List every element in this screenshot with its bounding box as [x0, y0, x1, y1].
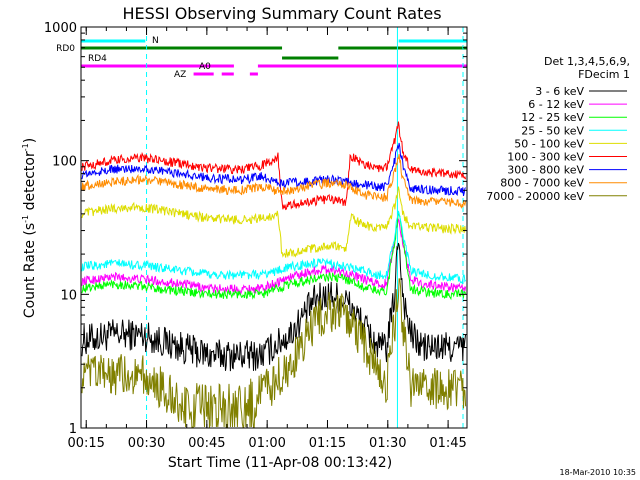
x-tick-label-2: 00:45 [188, 436, 225, 451]
legend-label-0: 3 - 6 keV [535, 85, 584, 98]
legend-label-5: 100 - 300 keV [507, 151, 584, 164]
plot-frame [80, 26, 468, 429]
legend-label-1: 6 - 12 keV [528, 98, 584, 111]
series-line-7 [81, 154, 467, 209]
series-group [81, 121, 467, 429]
y-tick-label-2: 100 [52, 155, 77, 170]
legend-label-8: 7000 - 20000 keV [486, 190, 584, 203]
series-line-1 [81, 217, 467, 295]
series-line-0 [81, 242, 467, 372]
x-tick-label-4: 01:15 [309, 436, 346, 451]
x-tick-label-6: 01:45 [429, 436, 466, 451]
flag-bar-rd4-magenta-1 [257, 64, 467, 68]
flag-label-rd4: RD4 [88, 54, 107, 64]
y-tick-label-3: 1000 [44, 21, 77, 36]
x-tick-label-1: 00:30 [128, 436, 165, 451]
x-axis-ticks: 00:15 00:30 00:45 01:00 01:15 01:30 01:45 [67, 27, 467, 451]
y-axis-ticks: 1 10 100 1000 [44, 21, 467, 437]
x-tick-label-5: 01:30 [369, 436, 406, 451]
flag-bar-rd0-green-0 [81, 46, 283, 50]
series-line-2 [81, 212, 467, 301]
flag-label-n: N [152, 36, 159, 46]
series-line-3 [81, 210, 467, 285]
legend-label-4: 50 - 100 keV [514, 137, 584, 150]
flag-bars: N RD0 RD4 A0 AZ [56, 36, 467, 80]
legend-label-6: 300 - 800 keV [507, 164, 584, 177]
series-line-4 [81, 186, 467, 259]
y-tick-label-0: 1 [69, 422, 77, 437]
legend-title-line1: Det 1,3,4,5,6,9, [544, 55, 630, 68]
y-axis-label: Count Rate (s-1 detector-1) [21, 138, 38, 318]
legend-label-2: 12 - 25 keV [521, 111, 584, 124]
flag-bar-n-cyan-1 [398, 39, 467, 43]
flag-bar-rd0-green-low-0 [282, 56, 339, 60]
series-line-6 [81, 142, 466, 197]
generation-timestamp: 18-Mar-2010 10:35 [560, 468, 637, 477]
flag-bar-rd0-green-1 [338, 46, 467, 50]
flag-label-az: AZ [174, 70, 186, 80]
x-tick-label-3: 01:00 [248, 436, 285, 451]
x-tick-label-0: 00:15 [67, 436, 104, 451]
flag-label-rd0: RD0 [56, 44, 75, 54]
flag-bar-az-magenta-2 [249, 72, 258, 76]
legend-label-7: 800 - 7000 keV [500, 177, 584, 190]
flag-bar-az-magenta-1 [221, 72, 234, 76]
x-axis-label: Start Time (11-Apr-08 00:13:42) [168, 455, 392, 471]
legend-label-3: 25 - 50 keV [521, 124, 584, 137]
chart-title: HESSI Observing Summary Count Rates [122, 4, 441, 23]
series-line-5 [81, 121, 467, 211]
flag-label-ao: A0 [199, 62, 211, 72]
series-line-8 [81, 278, 467, 429]
flag-bar-ao-magenta-0 [169, 64, 234, 68]
y-tick-label-1: 10 [60, 288, 77, 303]
flag-bar-az-magenta-0 [193, 72, 214, 76]
flag-bar-rd4-magenta-0 [81, 64, 234, 68]
legend-title-line2: FDecim 1 [578, 68, 630, 81]
flag-bar-n-cyan-0 [81, 39, 146, 43]
